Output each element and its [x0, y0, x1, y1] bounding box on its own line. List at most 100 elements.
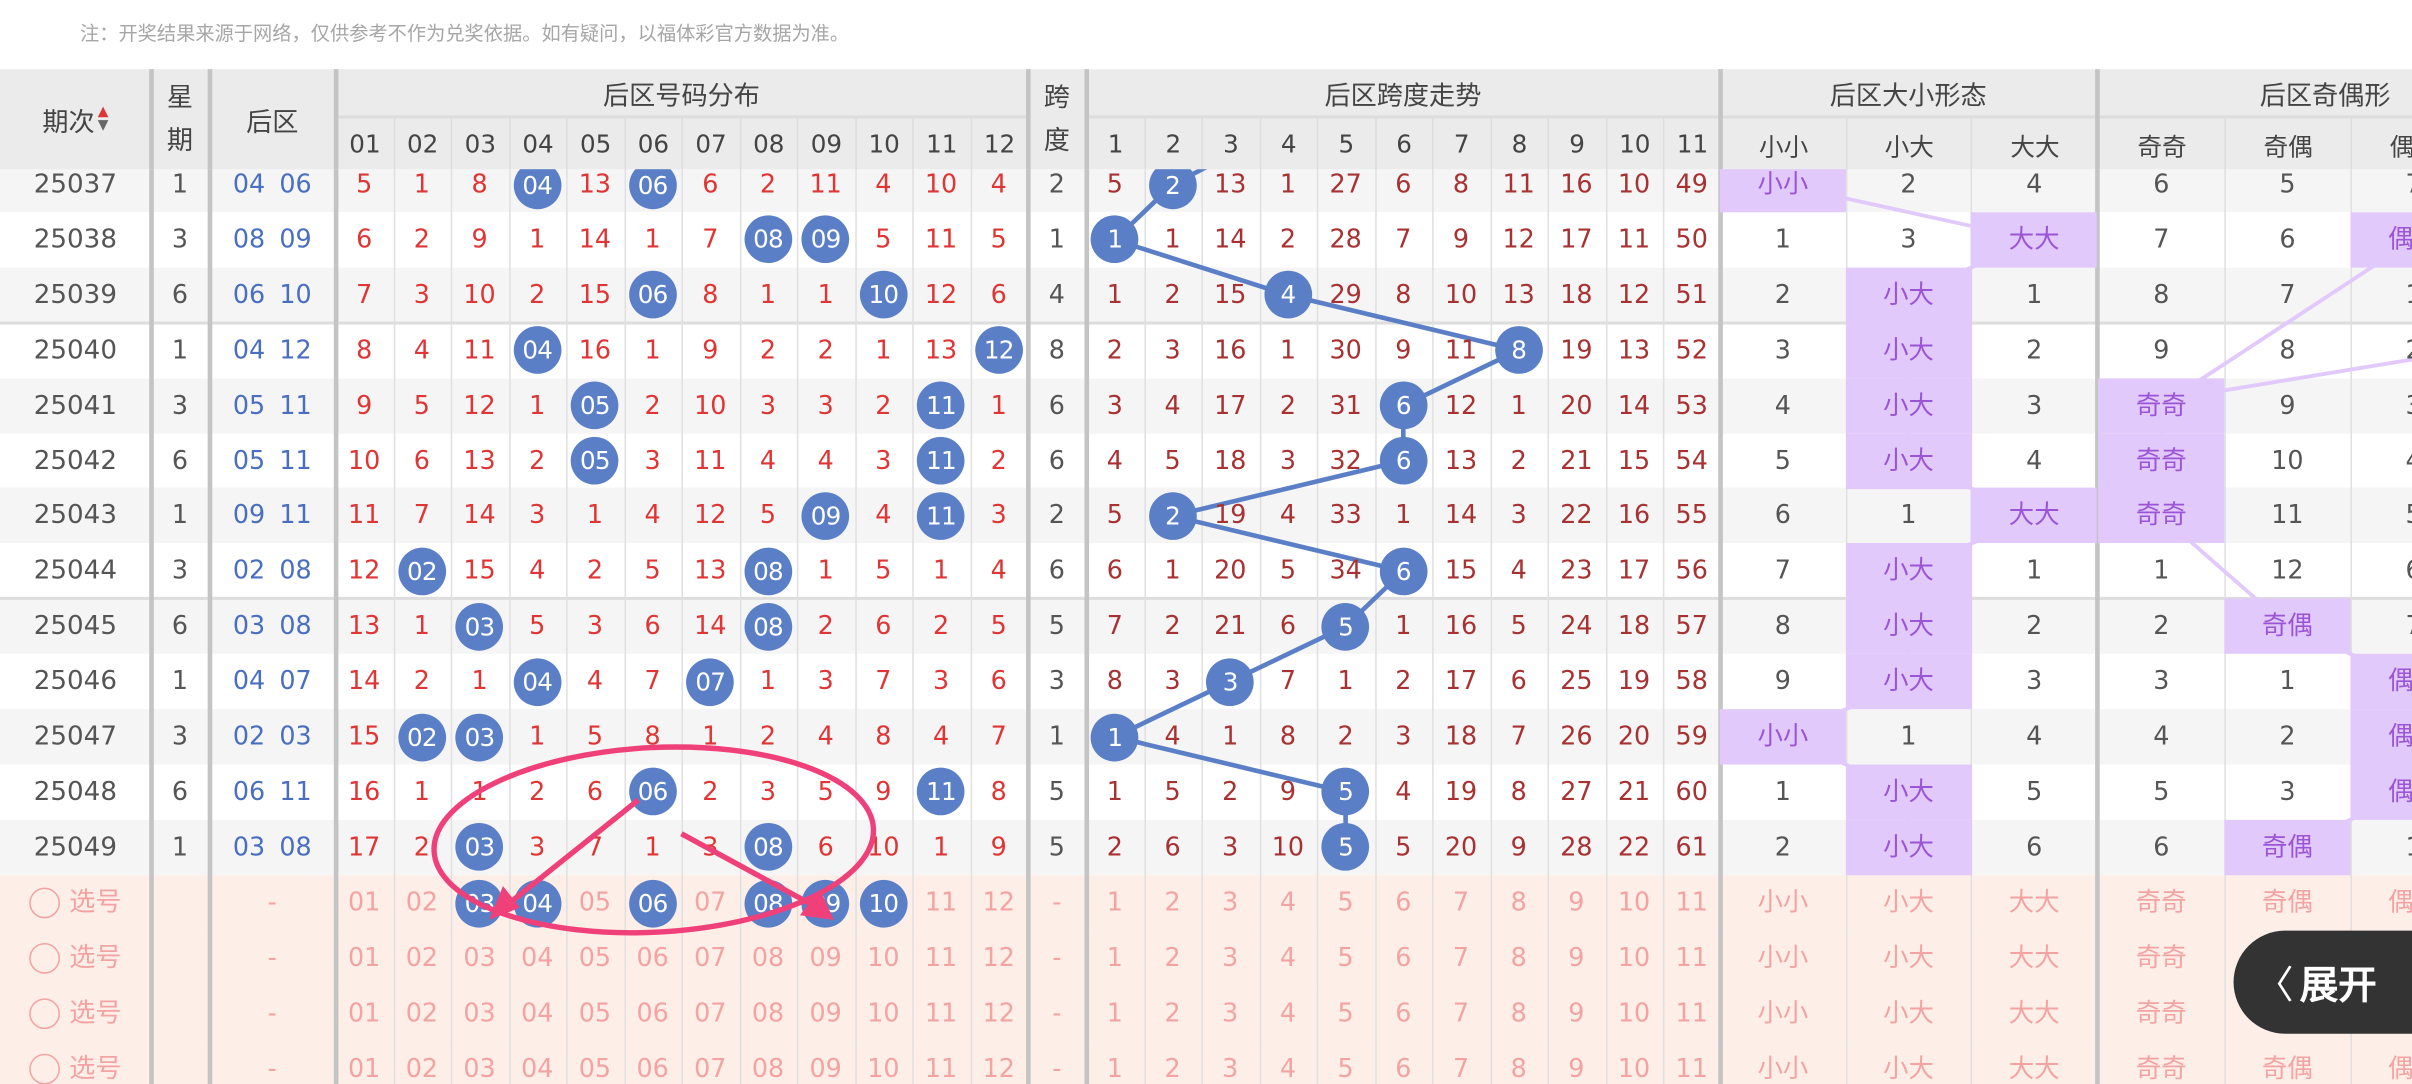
select-parity-option[interactable]: 奇奇 — [2135, 887, 2187, 917]
select-number[interactable]: 07 — [694, 887, 727, 917]
select-span-option[interactable]: 6 — [1395, 887, 1412, 917]
select-number[interactable]: 12 — [982, 998, 1015, 1028]
select-span-option[interactable]: 11 — [1675, 998, 1708, 1028]
select-span-option[interactable]: 11 — [1675, 942, 1708, 973]
selected-number-ball[interactable]: 04 — [513, 879, 562, 927]
select-span-option[interactable]: 2 — [1164, 942, 1181, 973]
select-number[interactable]: 05 — [578, 942, 612, 973]
select-size-option[interactable]: 小大 — [1883, 887, 1934, 917]
select-span-option[interactable]: 11 — [1675, 887, 1708, 917]
select-size-option[interactable]: 大大 — [2008, 998, 2060, 1028]
select-number[interactable]: 04 — [521, 942, 554, 973]
select-number[interactable]: 02 — [405, 998, 439, 1028]
select-number[interactable]: 01 — [348, 942, 381, 973]
select-number[interactable]: 11 — [924, 1053, 958, 1083]
select-span-option[interactable]: 9 — [1568, 1053, 1585, 1083]
select-span-option[interactable]: 3 — [1222, 1053, 1239, 1083]
select-number-toggle[interactable]: 选号 — [0, 930, 151, 985]
select-span-option[interactable]: 1 — [1106, 1053, 1123, 1083]
selected-number-ball[interactable]: 09 — [801, 879, 850, 927]
select-number[interactable]: 09 — [809, 1053, 842, 1083]
selected-number-ball[interactable]: 06 — [628, 879, 677, 927]
select-number[interactable]: 08 — [751, 998, 785, 1028]
selected-number-ball[interactable]: 10 — [859, 879, 908, 927]
select-number[interactable]: 03 — [463, 998, 496, 1028]
select-number[interactable]: 09 — [809, 942, 842, 973]
select-span-option[interactable]: 6 — [1395, 942, 1412, 973]
select-size-option[interactable]: 大大 — [2008, 942, 2060, 973]
select-parity-option[interactable]: 奇奇 — [2135, 1053, 2187, 1083]
select-parity-option[interactable]: 偶偶 — [2388, 1053, 2412, 1083]
radio-circle-icon[interactable] — [29, 998, 60, 1029]
select-size-option[interactable]: 大大 — [2008, 887, 2060, 917]
select-number[interactable]: 12 — [982, 942, 1015, 973]
select-number[interactable]: 11 — [924, 887, 958, 917]
select-number[interactable]: 03 — [463, 942, 496, 973]
radio-circle-icon[interactable] — [29, 1053, 60, 1084]
select-size-option[interactable]: 小小 — [1757, 998, 1809, 1028]
select-number[interactable]: 05 — [578, 887, 612, 917]
select-span-option[interactable]: 8 — [1510, 942, 1527, 973]
select-number[interactable]: 05 — [578, 1053, 612, 1083]
select-number[interactable]: 01 — [348, 887, 381, 917]
select-span-option[interactable]: 7 — [1452, 1053, 1470, 1083]
select-number[interactable]: 08 — [751, 942, 785, 973]
select-size-option[interactable]: 小小 — [1757, 887, 1809, 917]
select-number[interactable]: 03 — [463, 1053, 496, 1083]
selected-number-ball[interactable]: 08 — [744, 879, 792, 927]
expand-button[interactable]: 〈 展开 — [2233, 930, 2412, 1034]
select-number[interactable]: 06 — [636, 942, 669, 973]
select-span-option[interactable]: 2 — [1164, 998, 1181, 1028]
select-span-option[interactable]: 1 — [1106, 887, 1123, 917]
select-size-option[interactable]: 小大 — [1883, 942, 1934, 973]
radio-circle-icon[interactable] — [29, 942, 60, 974]
select-span-option[interactable]: 5 — [1337, 998, 1354, 1028]
select-size-option[interactable]: 小大 — [1883, 998, 1934, 1028]
select-number[interactable]: 11 — [924, 942, 958, 973]
select-span-option[interactable]: 4 — [1279, 998, 1296, 1028]
select-span-option[interactable]: 1 — [1106, 998, 1123, 1028]
select-span-option[interactable]: 6 — [1395, 998, 1412, 1028]
select-number[interactable]: 02 — [405, 1053, 439, 1083]
select-span-option[interactable]: 3 — [1222, 942, 1239, 973]
select-number[interactable]: 08 — [751, 1053, 785, 1083]
select-size-option[interactable]: 大大 — [2008, 1053, 2060, 1083]
select-parity-option[interactable]: 奇奇 — [2135, 942, 2187, 973]
select-span-option[interactable]: 5 — [1337, 887, 1354, 917]
select-parity-option[interactable]: 奇奇 — [2135, 998, 2187, 1028]
select-number-toggle[interactable]: 选号 — [0, 986, 151, 1041]
select-span-option[interactable]: 7 — [1452, 887, 1470, 917]
select-span-option[interactable]: 9 — [1568, 998, 1585, 1028]
select-span-option[interactable]: 4 — [1279, 1053, 1296, 1083]
select-number[interactable]: 12 — [982, 1053, 1015, 1083]
select-span-option[interactable]: 7 — [1452, 942, 1470, 973]
select-span-option[interactable]: 10 — [1617, 1053, 1651, 1083]
select-span-option[interactable]: 10 — [1617, 998, 1651, 1028]
select-number[interactable]: 02 — [405, 887, 439, 917]
select-number[interactable]: 12 — [982, 887, 1015, 917]
select-number[interactable]: 01 — [348, 998, 381, 1028]
select-span-option[interactable]: 6 — [1395, 1053, 1412, 1083]
select-span-option[interactable]: 4 — [1279, 887, 1296, 917]
select-number-toggle[interactable]: 选号 — [0, 1041, 151, 1084]
select-span-option[interactable]: 8 — [1510, 1053, 1527, 1083]
select-span-option[interactable]: 7 — [1452, 998, 1470, 1028]
select-span-option[interactable]: 9 — [1568, 942, 1585, 973]
select-span-option[interactable]: 5 — [1337, 1053, 1354, 1083]
select-number[interactable]: 06 — [636, 1053, 669, 1083]
select-span-option[interactable]: 8 — [1510, 998, 1527, 1028]
select-span-option[interactable]: 3 — [1222, 887, 1239, 917]
select-number-toggle[interactable]: 选号 — [0, 875, 151, 930]
select-span-option[interactable]: 8 — [1510, 887, 1527, 917]
select-number[interactable]: 06 — [636, 998, 669, 1028]
select-number[interactable]: 07 — [694, 1053, 727, 1083]
select-span-option[interactable]: 10 — [1617, 887, 1651, 917]
select-span-option[interactable]: 5 — [1337, 942, 1354, 973]
select-size-option[interactable]: 小小 — [1757, 942, 1809, 973]
selected-number-ball[interactable]: 03 — [455, 879, 504, 927]
select-number[interactable]: 04 — [521, 1053, 554, 1083]
select-parity-option[interactable]: 奇偶 — [2262, 1053, 2313, 1083]
select-span-option[interactable]: 3 — [1222, 998, 1239, 1028]
select-span-option[interactable]: 10 — [1617, 942, 1651, 973]
select-number[interactable]: 05 — [578, 998, 612, 1028]
